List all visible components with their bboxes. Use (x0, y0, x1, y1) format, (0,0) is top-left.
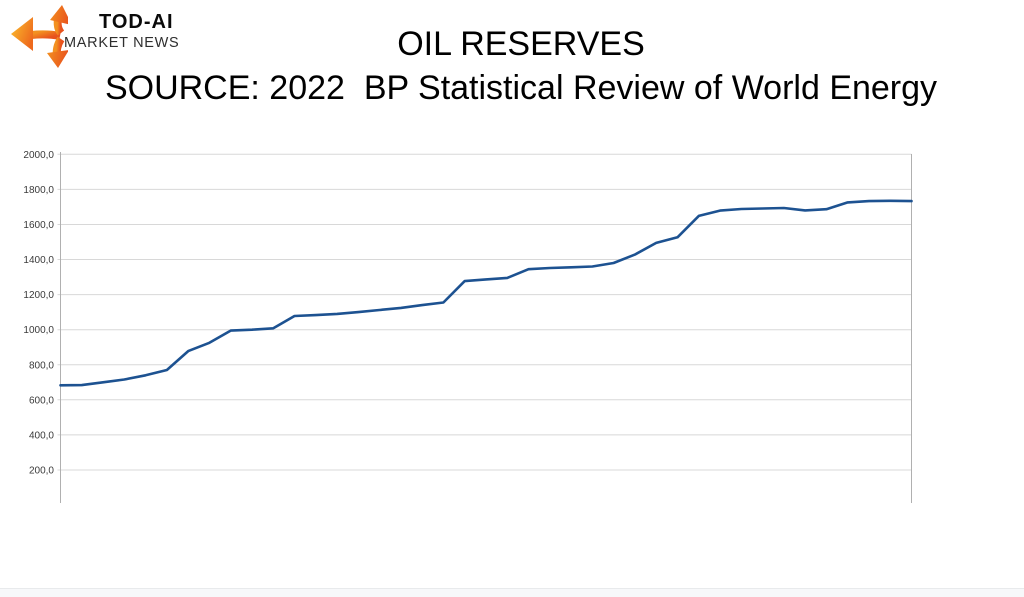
y-axis-tick-label: 2000,0 (23, 150, 54, 161)
y-axis-tick-label: 1200,0 (23, 290, 54, 301)
y-axis-tick-label: 600,0 (29, 395, 54, 406)
brand-name: TOD-AI (99, 11, 174, 33)
y-axis-tick-label: 1400,0 (23, 255, 54, 266)
y-axis-tick-label: 800,0 (29, 360, 54, 371)
header: OIL RESERVES SOURCE: 2022 BP Statistical… (0, 22, 1024, 110)
bottom-scroll-strip (0, 588, 1024, 597)
y-axis-tick-label: 1600,0 (23, 220, 54, 231)
y-axis-tick-label: 1000,0 (23, 325, 54, 336)
y-axis-tick-label: 400,0 (29, 430, 54, 441)
chart-title: OIL RESERVES (397, 25, 645, 63)
logo: TOD-AI MARKET NEWS (4, 2, 204, 68)
branching-arrows-icon (11, 5, 68, 68)
y-axis-tick-label: 1800,0 (23, 185, 54, 196)
y-axis-tick-label: 200,0 (29, 466, 54, 477)
chart-source-line: SOURCE: 2022 BP Statistical Review of Wo… (104, 69, 938, 107)
brand-subtitle: MARKET NEWS (64, 35, 180, 51)
reserves-line (59, 199, 913, 387)
